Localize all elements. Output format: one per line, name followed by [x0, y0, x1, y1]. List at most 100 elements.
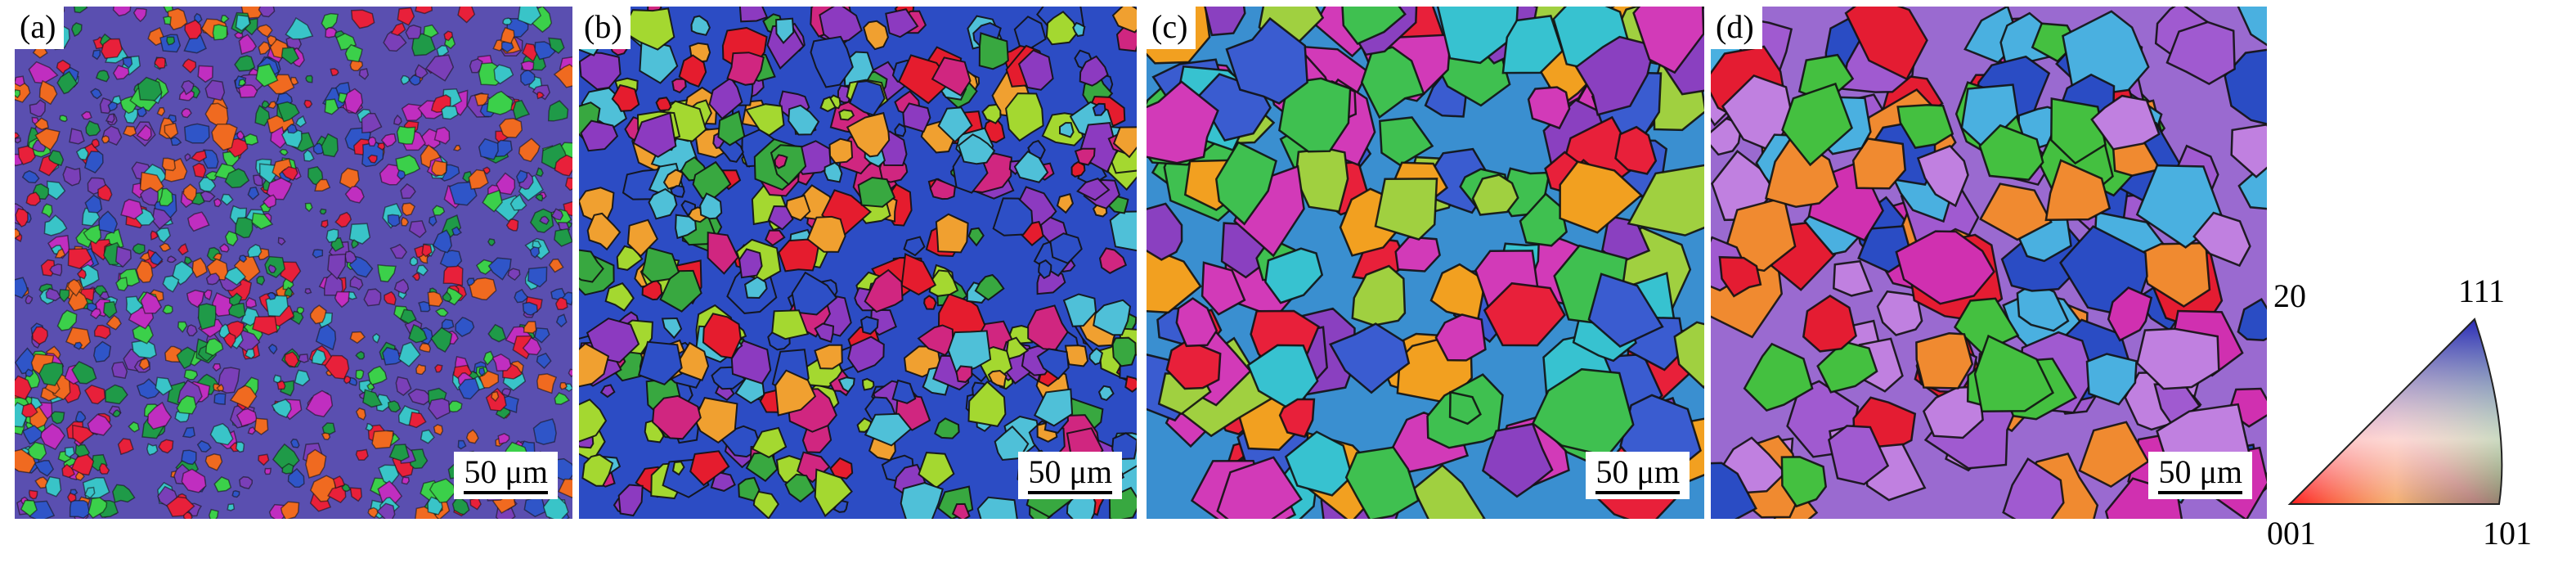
grain	[555, 296, 568, 310]
grain	[377, 142, 386, 151]
grain	[814, 344, 843, 370]
grain	[219, 243, 230, 253]
grain	[15, 75, 25, 88]
grain	[814, 468, 853, 518]
grain	[120, 198, 144, 220]
grain	[1780, 456, 1828, 508]
grain	[496, 172, 516, 196]
grain	[1895, 230, 1995, 305]
grain	[678, 54, 707, 88]
ipf-label-101: 101	[2483, 515, 2532, 552]
grain	[184, 123, 210, 144]
grain	[579, 52, 622, 91]
scale-bar-c-text: 50 μm	[1595, 453, 1680, 490]
grain	[469, 58, 483, 74]
grain	[66, 278, 83, 297]
grain	[92, 49, 101, 61]
panel-label-d: (d)	[1711, 7, 1762, 49]
grain	[321, 432, 331, 441]
grain	[305, 74, 313, 83]
grain	[75, 146, 89, 161]
grain	[2078, 421, 2150, 489]
grain	[45, 475, 62, 498]
grain	[617, 484, 644, 517]
grain	[209, 422, 234, 446]
grain	[58, 289, 70, 303]
grain	[487, 257, 512, 281]
grain	[28, 489, 38, 500]
grain	[314, 178, 331, 192]
grain	[847, 336, 885, 373]
grain	[74, 411, 87, 423]
grain	[285, 16, 314, 40]
grain	[579, 249, 604, 283]
grain	[182, 58, 197, 74]
grain	[296, 306, 305, 315]
grain	[176, 346, 196, 370]
grain	[1017, 49, 1054, 91]
grain	[499, 118, 523, 138]
grain	[1627, 164, 1704, 236]
grain	[211, 123, 238, 151]
grain	[743, 276, 768, 300]
grain	[2002, 457, 2065, 519]
grain	[380, 133, 397, 148]
grain	[111, 361, 128, 380]
grain	[599, 384, 616, 399]
grain	[502, 17, 513, 25]
ipf-triangle-outline	[2287, 318, 2503, 505]
grain	[894, 123, 907, 137]
ebsd-map-a: (a) 50 μm	[15, 7, 572, 519]
grain	[1124, 375, 1137, 393]
grain	[1013, 150, 1049, 183]
grain	[147, 401, 173, 430]
grain	[2237, 298, 2267, 341]
grain	[321, 133, 339, 158]
grain	[554, 392, 570, 405]
grain	[136, 378, 160, 399]
grain	[442, 263, 464, 286]
grain	[181, 79, 195, 96]
grain	[1632, 7, 1704, 74]
grain	[388, 444, 410, 462]
grain	[441, 318, 455, 330]
grain	[191, 257, 208, 278]
grain	[581, 453, 614, 487]
grain	[284, 351, 299, 368]
grain	[154, 56, 166, 70]
grain	[267, 292, 276, 300]
grain	[132, 243, 146, 255]
grain	[122, 125, 137, 137]
grain	[93, 324, 111, 340]
grain	[138, 358, 150, 371]
ipf-label-20: 20	[2273, 277, 2306, 314]
grain	[187, 211, 210, 232]
grain	[139, 251, 150, 262]
grain	[15, 277, 29, 300]
grain	[408, 323, 428, 344]
ebsd-map-c-image	[1147, 7, 1704, 519]
grain	[276, 101, 300, 123]
grain	[1278, 398, 1316, 439]
grain	[974, 273, 1005, 301]
grain	[231, 490, 240, 498]
grain	[31, 326, 48, 345]
grain	[22, 425, 43, 445]
grain	[955, 365, 973, 383]
grain	[305, 390, 334, 418]
grain	[1781, 82, 1853, 167]
grain	[2044, 159, 2112, 222]
grain	[112, 484, 136, 503]
grain	[434, 363, 443, 373]
grain	[1743, 342, 1814, 412]
grain	[774, 369, 817, 417]
grain	[486, 90, 514, 115]
grain	[186, 324, 198, 337]
grain	[819, 7, 863, 44]
grain	[117, 438, 134, 456]
grain	[321, 219, 329, 228]
grain	[85, 119, 101, 137]
grain	[334, 291, 350, 309]
grain	[505, 218, 519, 232]
grain	[25, 368, 34, 378]
